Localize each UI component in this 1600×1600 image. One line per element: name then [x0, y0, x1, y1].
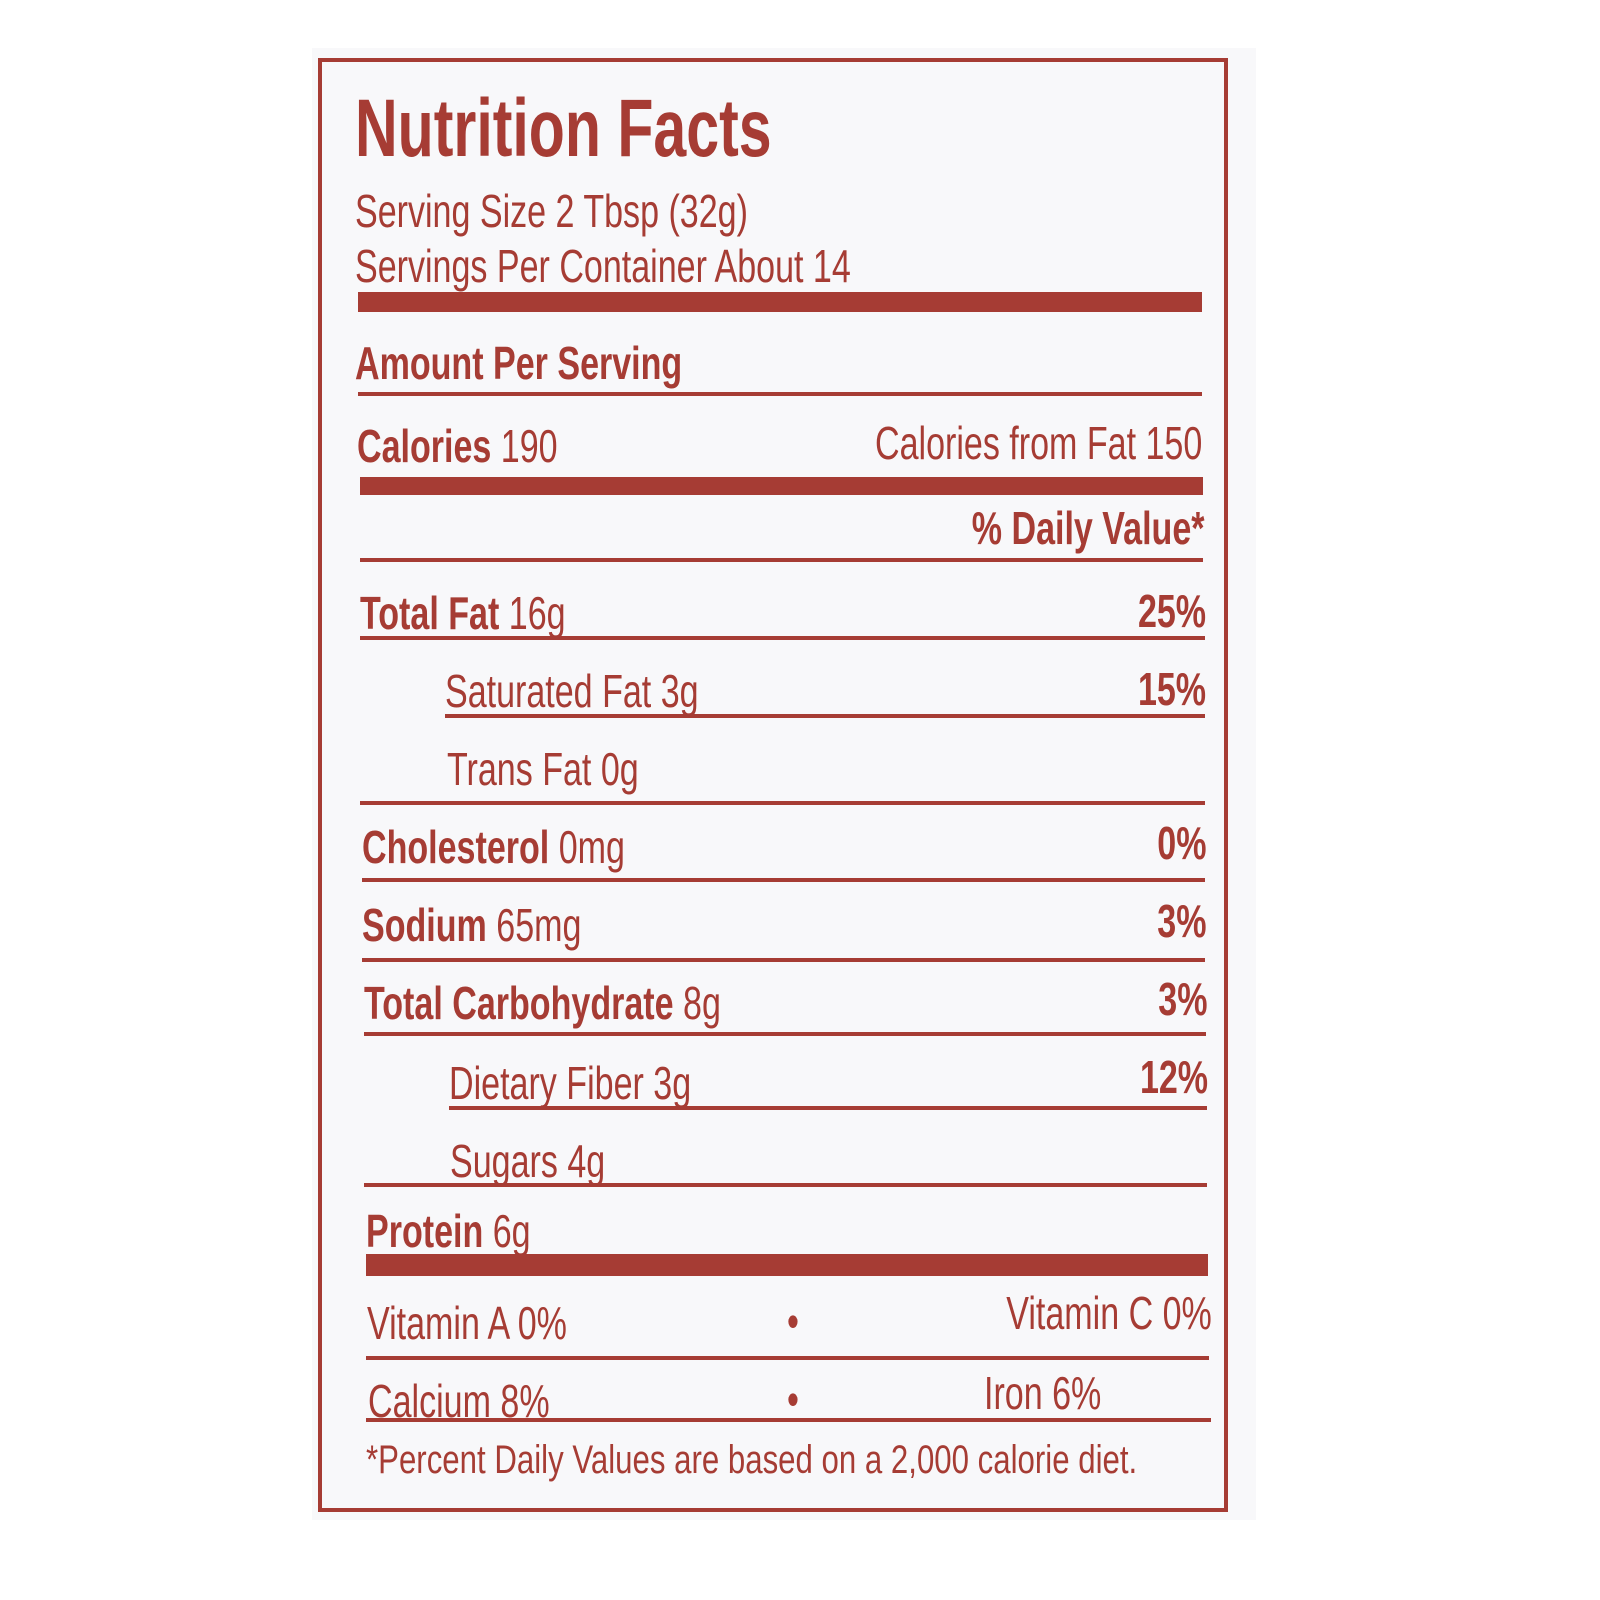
nutrient-dv: 3% [1156, 895, 1206, 947]
calories-row: Calories 190 [357, 423, 558, 469]
nutrient-amount: 16g [508, 587, 566, 639]
divider [364, 1183, 1207, 1187]
divider [449, 1106, 1207, 1110]
nutrient-amount: 4g [567, 1135, 606, 1187]
thick-divider [360, 477, 1203, 495]
vitamin-a: Vitamin A 0% [367, 1297, 567, 1349]
nutrient-amount: 3g [653, 1057, 692, 1109]
amount-per-serving: Amount Per Serving [355, 337, 683, 389]
divider [362, 958, 1205, 962]
nutrient-dv: 15% [1137, 663, 1206, 715]
calories-from-fat: Calories from Fat 150 [874, 417, 1202, 469]
nutrient-dv: 25% [1137, 585, 1206, 637]
nutrient-cholesterol: Cholesterol 0mg [362, 824, 625, 870]
nutrient-dv: 3% [1157, 973, 1207, 1025]
thick-divider [366, 1254, 1208, 1276]
divider [360, 636, 1205, 640]
divider [358, 392, 1202, 396]
nutrient-protein: Protein 6g [366, 1208, 531, 1254]
nutrient-label: Sodium [362, 899, 487, 951]
nutrient-sugars: Sugars 4g [450, 1138, 605, 1184]
nutrient-label: Total Carbohydrate [364, 977, 674, 1029]
nutrient-total-carbohydrate: Total Carbohydrate 8g [364, 980, 721, 1026]
nutrient-amount: 0mg [558, 821, 625, 873]
bullet: • [787, 1373, 799, 1425]
servings-per-container: Servings Per Container About 14 [355, 240, 851, 292]
divider [445, 714, 1205, 718]
nutrient-amount: 3g [660, 665, 699, 717]
divider [362, 878, 1205, 882]
nutrient-amount: 65mg [496, 899, 582, 951]
label-border [318, 58, 1228, 1512]
nutrient-label: Saturated Fat [445, 665, 652, 717]
thick-divider [358, 292, 1202, 312]
nutrient-dietary-fiber: Dietary Fiber 3g [449, 1060, 691, 1106]
divider [366, 1418, 1211, 1422]
nutrient-label: Total Fat [360, 587, 500, 639]
bullet: • [787, 1295, 799, 1347]
nutrient-amount: 6g [492, 1205, 531, 1257]
nutrient-dv: 12% [1139, 1051, 1208, 1103]
label-title: Nutrition Facts [355, 83, 772, 174]
calories-value: 190 [500, 420, 558, 472]
divider [360, 558, 1203, 562]
footnote: *Percent Daily Values are based on a 2,0… [366, 1438, 1138, 1482]
nutrient-label: Dietary Fiber [449, 1057, 644, 1109]
iron: Iron 6% [984, 1367, 1102, 1419]
calcium: Calcium 8% [368, 1375, 550, 1427]
nutrient-sodium: Sodium 65mg [362, 902, 581, 948]
nutrient-dv: 0% [1156, 817, 1206, 869]
divider [364, 1032, 1206, 1036]
serving-size: Serving Size 2 Tbsp (32g) [355, 185, 748, 237]
vitamin-c: Vitamin C 0% [1006, 1287, 1212, 1339]
nutrient-label: Cholesterol [362, 821, 550, 873]
divider [360, 801, 1205, 805]
nutrient-amount: 0g [600, 743, 639, 795]
nutrient-label: Protein [366, 1205, 484, 1257]
divider [366, 1356, 1209, 1360]
calories-label: Calories [357, 420, 492, 472]
daily-value-header: % Daily Value* [971, 502, 1204, 554]
nutrient-amount: 8g [683, 977, 721, 1029]
nutrient-total-fat: Total Fat 16g [360, 590, 566, 636]
nutrient-label: Trans Fat [447, 743, 592, 795]
nutrient-trans-fat: Trans Fat 0g [447, 746, 639, 792]
nutrient-label: Sugars [450, 1135, 558, 1187]
nutrient-saturated-fat: Saturated Fat 3g [445, 668, 699, 714]
